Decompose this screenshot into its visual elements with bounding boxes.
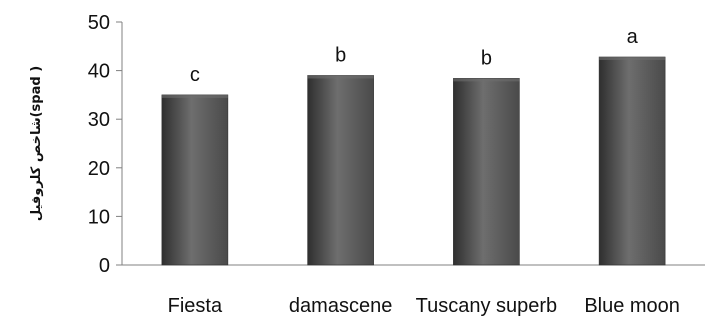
y-tick-label: 40: [88, 61, 110, 83]
x-category-label: Fiesta: [168, 295, 223, 317]
significance-letter: b: [335, 44, 346, 66]
bars: [161, 56, 666, 266]
bar-top-rim: [453, 78, 520, 82]
y-tick-label: 20: [88, 158, 110, 180]
significance-letter: c: [190, 64, 200, 86]
significance-letter: a: [627, 26, 639, 48]
bar-top-rim: [161, 94, 228, 98]
bar-top-rim: [307, 75, 374, 79]
y-tick-label: 0: [99, 255, 110, 277]
x-category-label: Tuscany superb: [416, 295, 558, 317]
bar: [453, 78, 520, 266]
bar-top-rim: [599, 56, 666, 60]
bar: [161, 94, 229, 266]
y-tick-label: 10: [88, 206, 110, 228]
bar: [307, 75, 374, 266]
y-tick-label: 50: [88, 12, 110, 34]
x-category-label: damascene: [289, 295, 392, 317]
significance-letter: b: [481, 47, 492, 69]
bar: [598, 56, 666, 266]
y-tick-label: 30: [88, 109, 110, 131]
x-category-label: Blue moon: [584, 295, 680, 317]
labels: 0 10 20 30 40 50 c b b a Fiesta damascene Tuscany su…: [88, 12, 680, 317]
y-axis-label: شاخص کلروفیل(spad ): [29, 66, 44, 221]
